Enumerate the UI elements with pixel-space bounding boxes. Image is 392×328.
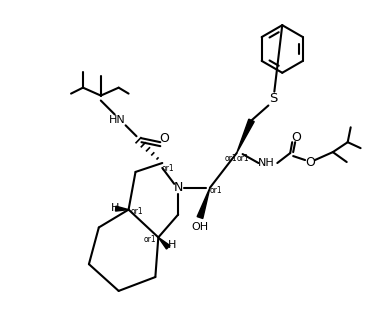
Text: or1: or1 xyxy=(162,164,174,174)
Polygon shape xyxy=(237,119,254,153)
Text: H: H xyxy=(168,240,176,250)
Text: H: H xyxy=(111,203,119,213)
Text: S: S xyxy=(269,92,278,105)
Text: or1: or1 xyxy=(209,186,222,195)
Text: NH: NH xyxy=(258,158,275,168)
Text: or1: or1 xyxy=(130,207,143,216)
Polygon shape xyxy=(116,206,129,211)
Text: N: N xyxy=(174,181,183,194)
Text: O: O xyxy=(159,132,169,145)
Polygon shape xyxy=(158,237,170,249)
Text: or1: or1 xyxy=(224,154,237,163)
Text: or1: or1 xyxy=(144,235,157,244)
Polygon shape xyxy=(197,188,210,218)
Text: O: O xyxy=(291,131,301,144)
Text: or1: or1 xyxy=(236,154,249,163)
Text: O: O xyxy=(305,155,315,169)
Text: OH: OH xyxy=(191,222,209,233)
Text: HN: HN xyxy=(109,115,126,125)
